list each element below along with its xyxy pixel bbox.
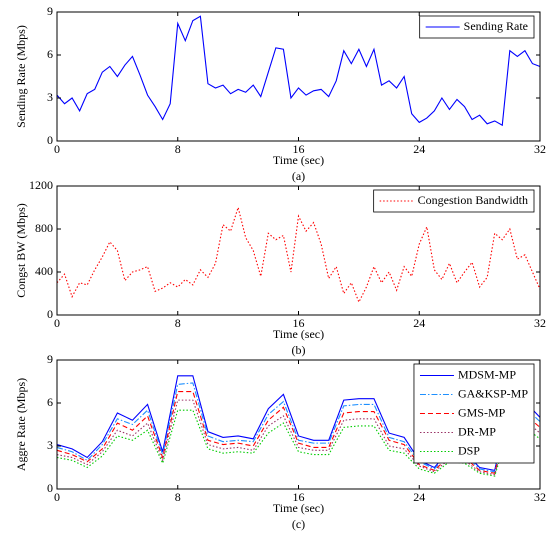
- x-tick-label: 8: [175, 490, 181, 504]
- x-tick-label: 24: [413, 142, 425, 156]
- caption: (a): [292, 169, 305, 183]
- legend-box: [373, 189, 535, 213]
- legend-label: DR-MP: [458, 424, 496, 438]
- legend: Congestion Bandwidth: [373, 189, 535, 213]
- x-tick-label: 24: [413, 490, 425, 504]
- panel: 0 8 16 24 32 0 3 6 9 Time (sec) (a) Sending Rate (M…: [14, 4, 546, 183]
- caption: (b): [292, 343, 306, 357]
- y-tick-label: 3: [47, 90, 53, 104]
- x-tick-label: 16: [293, 316, 305, 330]
- y-axis-label: Sending Rate (Mbps): [14, 25, 28, 128]
- x-tick-label: 32: [534, 316, 546, 330]
- x-tick-label: 32: [534, 142, 546, 156]
- y-tick-label: 3: [47, 438, 53, 452]
- y-tick-label: 6: [47, 395, 53, 409]
- x-tick-label: 16: [293, 142, 305, 156]
- x-tick-label: 0: [54, 490, 60, 504]
- y-tick-label: 0: [47, 133, 53, 147]
- legend-label: GMS-MP: [458, 405, 506, 419]
- legend-label: GA&KSP-MP: [458, 386, 528, 400]
- x-tick-label: 24: [413, 316, 425, 330]
- y-tick-label: 6: [47, 47, 53, 61]
- x-tick-label: 0: [54, 316, 60, 330]
- data-line: [56, 15, 541, 127]
- legend-label: Congestion Bandwidth: [418, 193, 528, 207]
- y-tick-label: 0: [47, 307, 53, 321]
- x-axis-label: Time (sec): [273, 327, 324, 341]
- x-tick-label: 32: [534, 490, 546, 504]
- y-axis-label: Congst BW (Mbps): [14, 203, 28, 297]
- data-line: [56, 205, 541, 304]
- legend: MDSM-MP GA&KSP-MP GMS-MP DR-MP DSP: [413, 363, 535, 464]
- legend-label: DSP: [458, 443, 480, 457]
- x-axis-label: Time (sec): [273, 153, 324, 167]
- x-tick-label: 8: [175, 142, 181, 156]
- y-tick-label: 9: [47, 352, 53, 366]
- panel: 0 8 16 24 32 0 3 6 9 Time (sec) (c) Aggre Rate (Mbp…: [14, 352, 546, 531]
- x-tick-label: 8: [175, 316, 181, 330]
- x-tick-label: 0: [54, 142, 60, 156]
- y-axis-label: Aggre Rate (Mbps): [14, 378, 28, 471]
- y-tick-label: 800: [35, 221, 53, 235]
- legend: Sending Rate: [419, 15, 535, 39]
- panel: 0 8 16 24 32 0 400 800 1200 Time (sec) (b) Congst B…: [14, 178, 546, 357]
- legend-label: MDSM-MP: [458, 367, 516, 381]
- y-tick-label: 1200: [29, 178, 53, 192]
- legend-box: [419, 15, 535, 39]
- caption: (c): [292, 517, 305, 531]
- x-axis-label: Time (sec): [273, 501, 324, 515]
- y-tick-label: 9: [47, 4, 53, 18]
- y-tick-label: 0: [47, 481, 53, 495]
- y-tick-label: 400: [35, 264, 53, 278]
- legend-label: Sending Rate: [464, 19, 528, 33]
- x-tick-label: 16: [293, 490, 305, 504]
- legend-box: [413, 363, 535, 464]
